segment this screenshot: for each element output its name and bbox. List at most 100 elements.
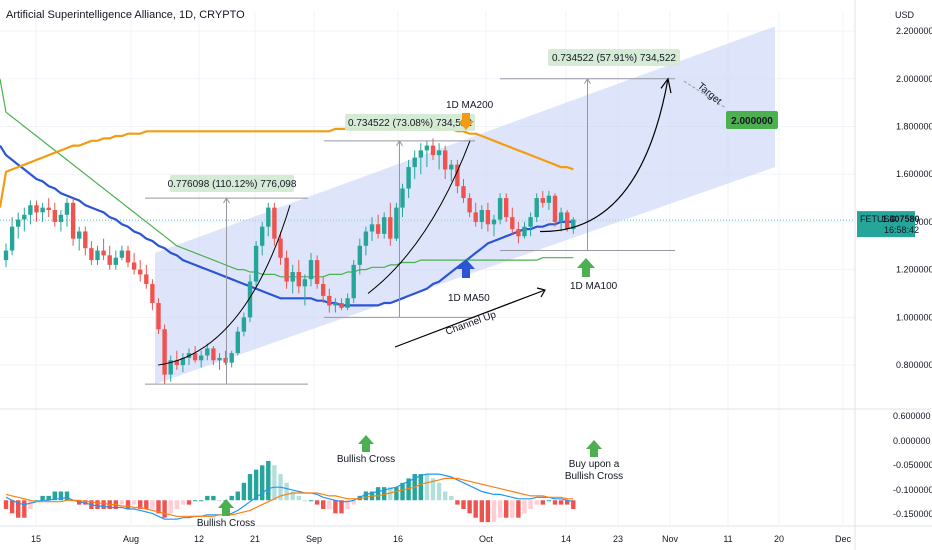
measure-2-label-box: [345, 114, 475, 131]
candle-body: [199, 355, 204, 361]
candle-body: [229, 353, 234, 363]
macd-histogram-bar: [461, 500, 466, 509]
time-axis-tick: Aug: [123, 534, 139, 544]
macd-histogram-bar: [83, 500, 88, 505]
measure-3-label-box: [548, 49, 680, 66]
macd-histogram-bar: [418, 474, 423, 501]
candles: [3, 138, 576, 385]
projection-arrow-1: [157, 205, 291, 366]
macd-histogram-bar: [363, 491, 369, 501]
bullish-cross-arrow-2: [358, 435, 374, 452]
candle-body: [290, 272, 295, 282]
macd-histogram-bar: [186, 500, 192, 505]
candle-body: [473, 212, 478, 222]
candle-body: [327, 295, 332, 306]
macd-histogram-bar: [235, 491, 240, 501]
macd-histogram-bar: [345, 500, 350, 509]
candle-body: [150, 283, 155, 304]
time-axis-tick: 16: [393, 534, 403, 544]
candle-body: [180, 357, 186, 366]
macd-histogram-bar: [253, 469, 259, 501]
candle-body: [241, 317, 247, 332]
price-axis-tick: 1.200000: [896, 265, 932, 275]
candle-body: [406, 167, 411, 189]
candle-body: [34, 205, 39, 213]
price-axis-tick: 2.000000: [896, 74, 932, 84]
macd-histogram-bar: [211, 495, 216, 501]
candle-body: [247, 281, 253, 318]
candle-body: [174, 360, 179, 366]
candle-body: [46, 207, 51, 210]
candle-body: [260, 226, 265, 246]
time-axis-tick: Nov: [662, 534, 679, 544]
ma-line-1d-ma50: [0, 145, 574, 307]
candle-body: [217, 357, 222, 361]
projection-arrow-3: [539, 78, 669, 233]
chart-title: Artificial Superintelligence Alliance, 1…: [6, 9, 245, 21]
candle-body: [321, 283, 326, 296]
macd-histogram-bar: [290, 491, 295, 501]
macd-histogram-bar: [162, 500, 167, 518]
macd-histogram-bar: [467, 500, 472, 514]
macd-histogram-bar: [406, 478, 411, 501]
macd-histogram-bar: [22, 500, 27, 518]
macd-histogram-bar: [272, 465, 277, 501]
time-axis-tick: 20: [774, 534, 784, 544]
candle-body: [571, 219, 576, 230]
candle-body: [52, 210, 57, 222]
candle-body: [119, 250, 125, 258]
candle-body: [528, 217, 533, 227]
macd-histogram-bar: [46, 495, 51, 501]
time-axis-tick: 21: [250, 534, 260, 544]
candle-body: [363, 231, 369, 246]
measure-1-label-box: [170, 175, 294, 192]
candle-body: [266, 207, 271, 227]
candle-body: [235, 331, 240, 354]
candle-body: [382, 217, 387, 234]
ma100-arrow-icon: [577, 258, 595, 277]
channel-up-arrow-head: [536, 287, 546, 298]
macd-histogram-bar: [546, 500, 552, 502]
candle-body: [308, 260, 314, 280]
candle-body: [388, 217, 393, 239]
price-axis-tick: 1.000000: [896, 312, 932, 322]
candle-body: [107, 255, 112, 265]
ma200-arrow-icon: [458, 113, 474, 130]
macd-histogram-bar: [382, 487, 387, 501]
macd-histogram-bar: [571, 500, 576, 509]
macd-histogram-bar: [302, 500, 308, 502]
candle-body: [485, 210, 491, 225]
macd-histogram-bar: [497, 500, 503, 518]
macd-histogram-bar: [180, 500, 186, 505]
measure-3-arrow: [584, 77, 591, 85]
candle-body: [375, 224, 381, 234]
macd-histogram-bar: [9, 500, 15, 514]
time-axis-tick: Sep: [306, 534, 322, 544]
candle-body: [40, 207, 45, 213]
macd-histogram-bar: [449, 495, 454, 501]
candle-body: [113, 257, 118, 265]
time-axis-tick: 15: [31, 534, 41, 544]
macd-histogram-bar: [540, 500, 545, 505]
bullish-cross-label-1: Bullish Cross: [197, 518, 255, 529]
macd-histogram-bar: [351, 500, 356, 505]
macd-histogram-bar: [516, 500, 521, 518]
candle-body: [449, 164, 454, 170]
time-axis-tick: 23: [613, 534, 623, 544]
macd-histogram-bar: [28, 500, 33, 509]
macd-histogram-bar: [3, 500, 9, 509]
candle-body: [125, 250, 131, 263]
candle-body: [302, 279, 308, 287]
macd-histogram-bar: [40, 495, 45, 501]
measure-2-label: 0.734522 (73.08%) 734,522: [348, 118, 472, 129]
candle-body: [351, 264, 356, 299]
candle-body: [424, 145, 430, 151]
candle-body: [418, 150, 423, 158]
candle-body: [369, 224, 375, 232]
macd-histogram-bar: [333, 500, 338, 514]
candle-body: [333, 303, 338, 306]
macd-histogram-bar: [64, 491, 70, 501]
candle-body: [467, 198, 472, 213]
macd-axis-tick: 0.000000: [893, 436, 931, 446]
last-price-symbol: FETUSD: [860, 214, 897, 224]
